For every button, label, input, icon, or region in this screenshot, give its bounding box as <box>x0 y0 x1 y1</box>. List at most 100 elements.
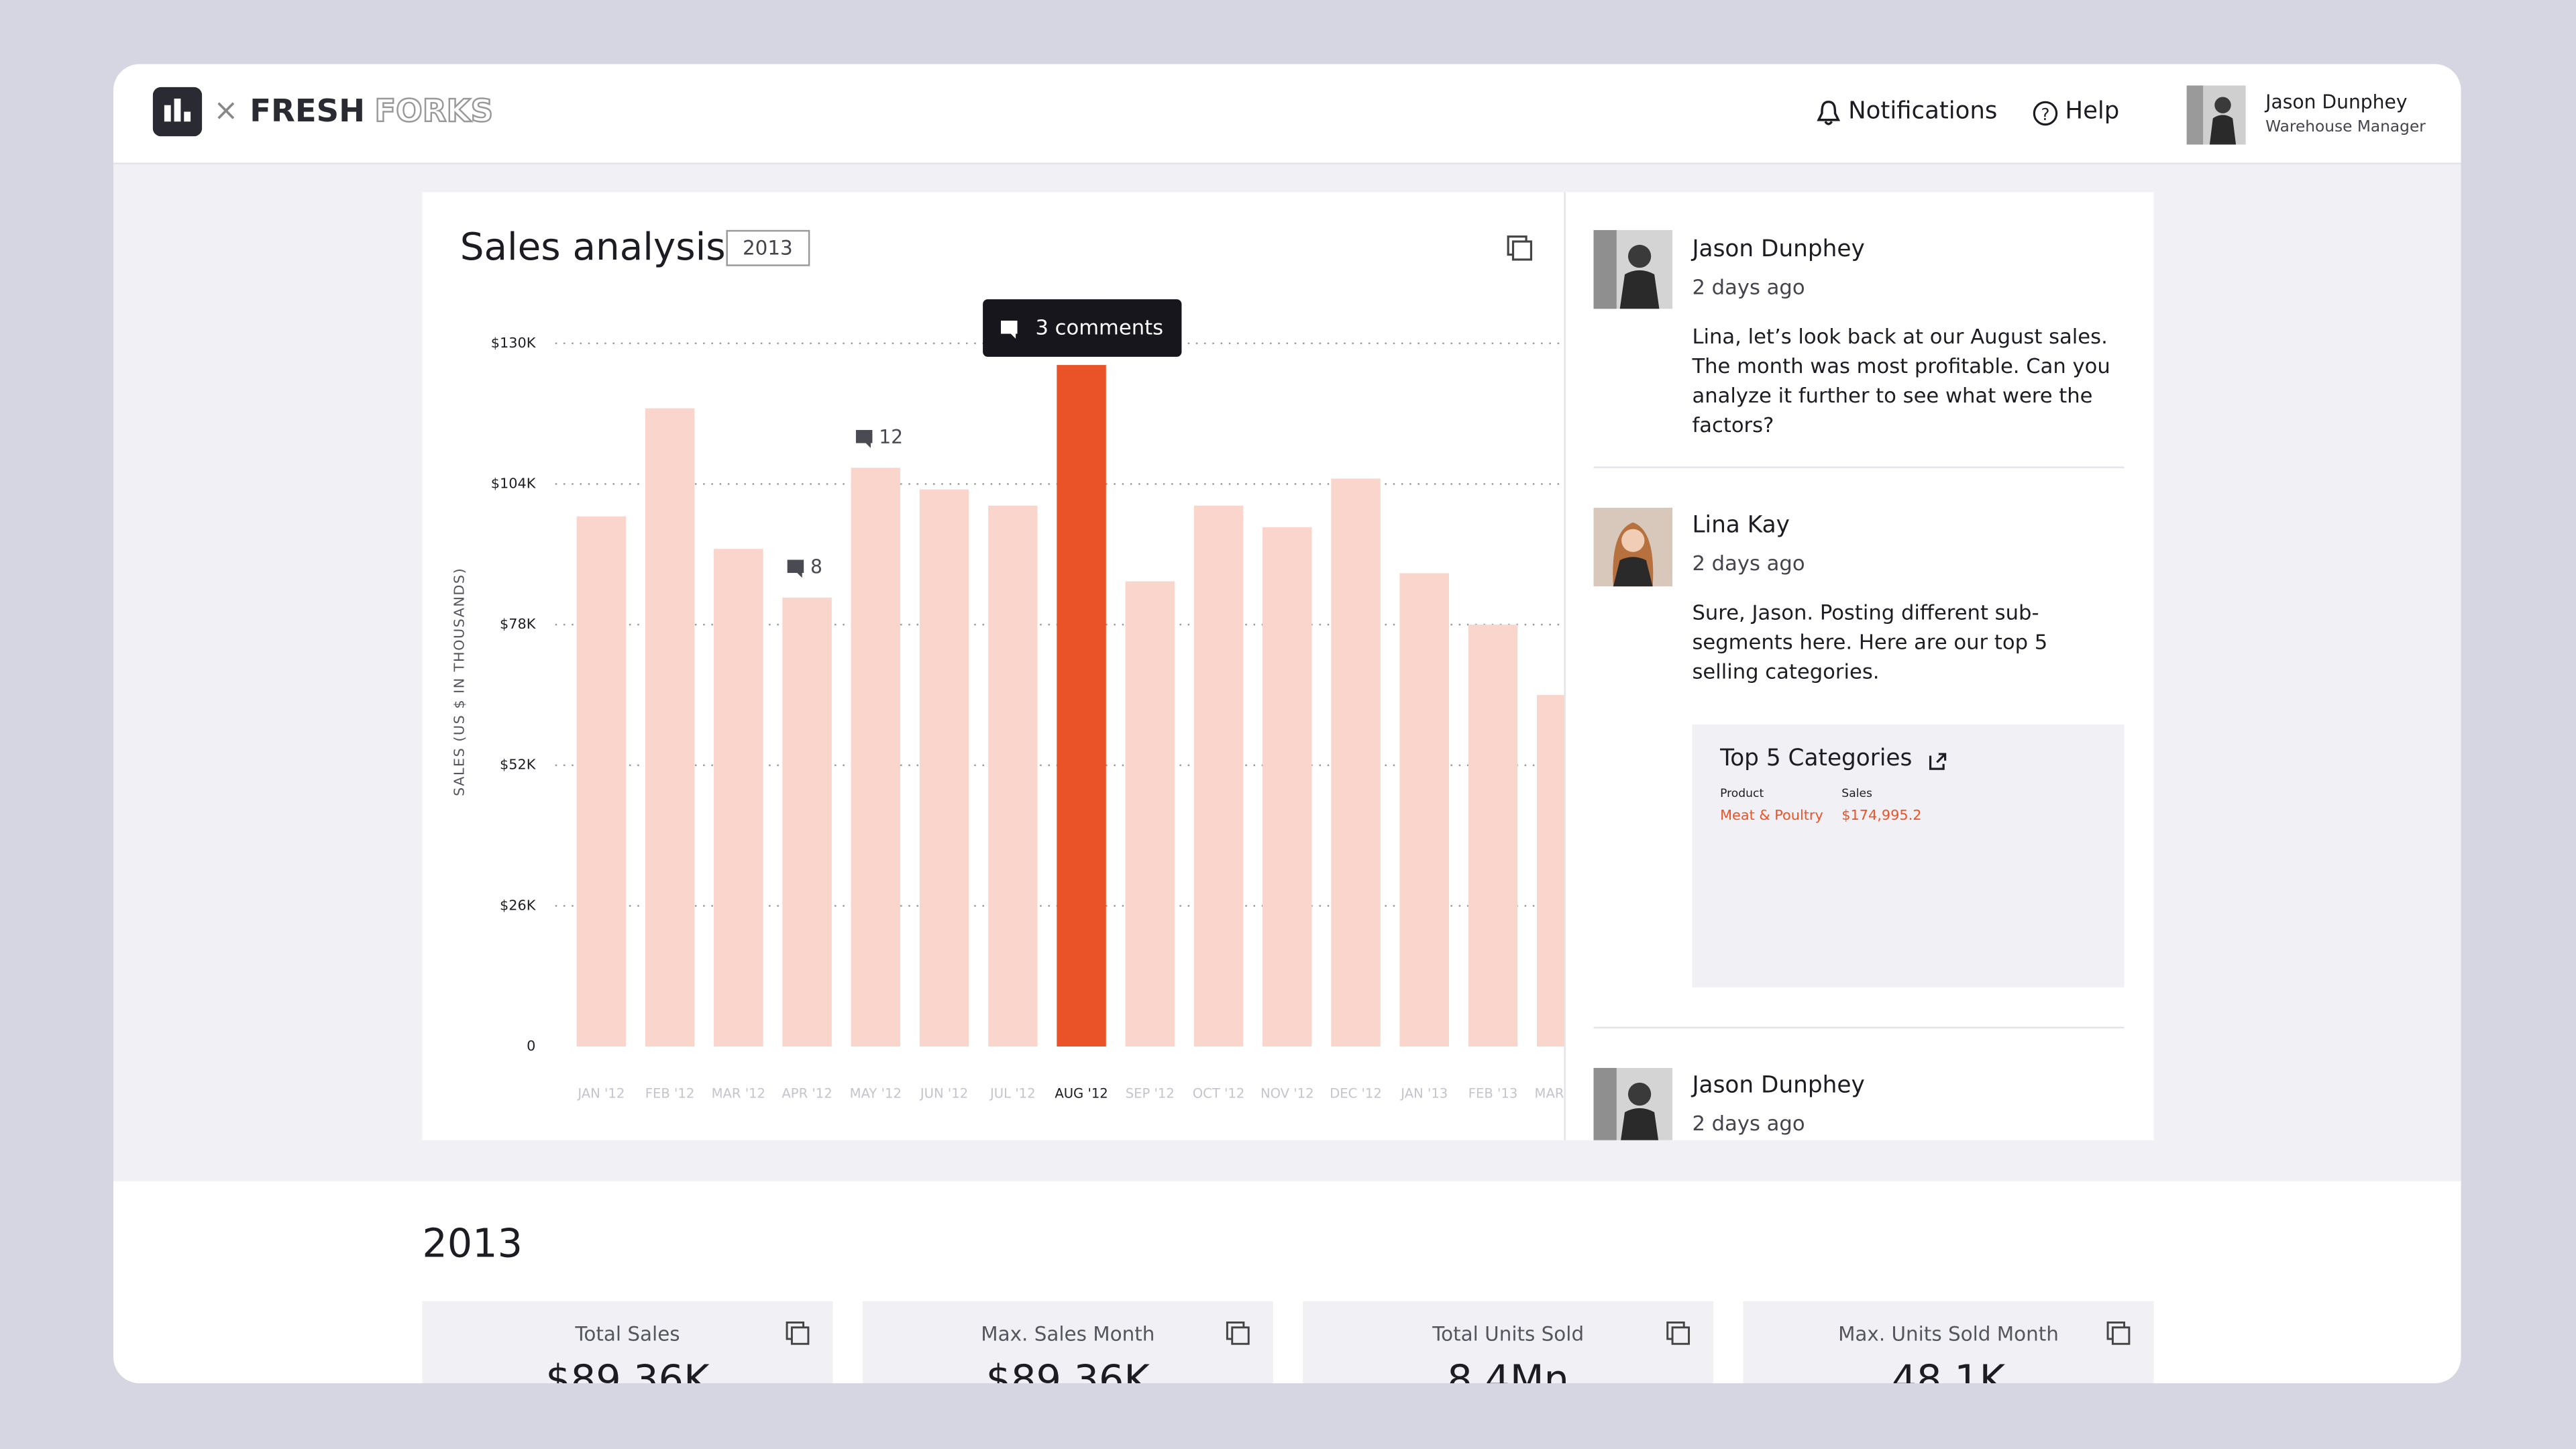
comment-icon <box>1001 320 1018 334</box>
sales-header: Sales <box>1841 787 1872 800</box>
comment-count: 12 <box>879 426 903 448</box>
avatar <box>1593 507 1673 587</box>
stat-label: Total Units Sold <box>1432 1322 1585 1346</box>
bar <box>919 489 969 1047</box>
bar <box>1331 478 1381 1047</box>
stat-card: Total Units Sold 8.4Mn <box>1303 1301 1714 1384</box>
comment-time: 2 days ago <box>1692 550 1805 576</box>
comment-author: Lina Kay <box>1692 513 1790 539</box>
bar <box>851 468 901 1047</box>
year-badge[interactable]: 2013 <box>726 229 810 266</box>
stat-card: Max. Units Sold Month 48.1K <box>1743 1301 2154 1384</box>
top5-title: Top 5 Categories <box>1720 745 1913 773</box>
y-tick-label: $52K <box>500 757 537 773</box>
logo <box>152 87 203 137</box>
stat-card: Total Sales $89.36K <box>422 1301 833 1384</box>
bar <box>1537 694 1564 1047</box>
y-tick-label: $104K <box>491 475 537 491</box>
summary-clip: Total Sales $89.36K Max. Sales Month $89.3… <box>422 1301 2154 1384</box>
x-tick-label: FEB '13 <box>1468 1086 1518 1102</box>
sales-chart: SALES (US $ IN THOUSANDS) 0 $26K $52K $78K $… <box>451 299 1564 1102</box>
tooltip <box>983 299 1182 357</box>
bell-icon <box>1817 101 1840 125</box>
bar <box>1263 527 1312 1047</box>
bar <box>1125 581 1175 1047</box>
svg-text:?: ? <box>2041 105 2049 124</box>
y-axis-label: SALES (US $ IN THOUSANDS) <box>451 568 468 796</box>
x-tick-label: DEC '12 <box>1330 1086 1382 1102</box>
comment-icon-tail <box>797 573 802 578</box>
comment-icon <box>787 559 804 574</box>
stat-card: Max. Sales Month $89.36K <box>862 1301 1273 1384</box>
comment-icon-tail <box>865 443 871 448</box>
separator <box>1593 1026 2125 1029</box>
separator <box>1593 466 2125 468</box>
tooltip-text: 3 comments <box>1035 317 1163 340</box>
avatar <box>1593 229 1673 309</box>
copy-icon[interactable] <box>1507 235 1535 263</box>
bar <box>988 505 1038 1047</box>
open-icon[interactable] <box>1927 751 1949 772</box>
x-tick-label: OCT '12 <box>1193 1086 1245 1102</box>
comment-text: Lina, let’s look back at our August sale… <box>1692 323 2110 437</box>
nav-notifications[interactable]: Notifications <box>1848 98 1998 125</box>
x-tick-label: FEB '12 <box>645 1086 695 1102</box>
y-tick-label: $78K <box>500 616 537 632</box>
comment-author: Jason Dunphey <box>1692 236 1865 263</box>
copy-icon[interactable] <box>2106 1321 2133 1347</box>
comment-author: Jason Dunphey <box>1692 1073 1865 1099</box>
bar <box>1057 365 1106 1047</box>
help-icon: ? <box>2033 101 2058 126</box>
top5-card <box>1692 724 2125 987</box>
comment-count: 8 <box>810 556 822 578</box>
y-tick-label: 0 <box>527 1038 535 1054</box>
comment-text: Sure, Jason. Posting different sub-segme… <box>1692 599 2048 684</box>
copy-icon[interactable] <box>1226 1321 1252 1347</box>
bar <box>1468 625 1518 1047</box>
bar <box>1193 505 1244 1047</box>
copy-icon[interactable] <box>1666 1321 1692 1347</box>
bar <box>782 597 832 1047</box>
times-sign: × <box>213 93 239 129</box>
comment-icon <box>855 429 873 443</box>
x-tick-label: JUL '12 <box>989 1086 1036 1102</box>
bar <box>576 516 627 1047</box>
user-role: Warehouse Manager <box>2265 118 2426 137</box>
x-tick-label: MAY '12 <box>850 1086 902 1102</box>
brand: FRESH <box>250 93 366 130</box>
stat-value: 48.1K <box>1891 1356 2006 1384</box>
chart-title: Sales analysis <box>460 226 726 270</box>
stat-label: Total Sales <box>575 1322 680 1346</box>
x-tick-label: NOV '12 <box>1260 1086 1314 1102</box>
y-tick-label: $26K <box>500 897 537 913</box>
comments-panel: Jason Dunphey 2 days ago Lina, let’s loo… <box>1566 193 2154 1140</box>
x-tick-label: APR '12 <box>782 1086 832 1102</box>
stat-value: 8.4Mn <box>1447 1356 1569 1384</box>
comment-time: 2 days ago <box>1692 274 1805 299</box>
stat-label: Max. Units Sold Month <box>1838 1322 2059 1346</box>
copy-icon[interactable] <box>786 1321 812 1347</box>
comment-time: 2 days ago <box>1692 1110 1805 1136</box>
x-tick-label: MAR '13 <box>1535 1086 1564 1102</box>
bar <box>645 408 695 1047</box>
x-tick-label: JUN '12 <box>919 1086 968 1102</box>
x-tick-label: AUG '12 <box>1055 1086 1108 1102</box>
product-name: Meat & Poultry <box>1720 808 1823 825</box>
bar <box>714 549 763 1047</box>
user-name: Jason Dunphey <box>2265 90 2408 113</box>
x-tick-label: JAN '13 <box>1399 1086 1448 1102</box>
bar <box>1399 573 1450 1047</box>
x-tick-label: SEP '12 <box>1126 1086 1175 1102</box>
x-tick-label: MAR '12 <box>712 1086 765 1102</box>
x-tick-label: JAN '12 <box>576 1086 625 1102</box>
product-header: Product <box>1720 787 1764 800</box>
stat-value: $89.36K <box>985 1356 1150 1384</box>
sales-value: $174,995.2 <box>1841 808 1922 825</box>
stat-label: Max. Sales Month <box>981 1322 1155 1346</box>
nav-help[interactable]: Help <box>2065 98 2120 125</box>
stat-value: $89.36K <box>545 1356 710 1384</box>
avatar <box>1593 1067 1673 1140</box>
summary-title: 2013 <box>422 1220 523 1267</box>
